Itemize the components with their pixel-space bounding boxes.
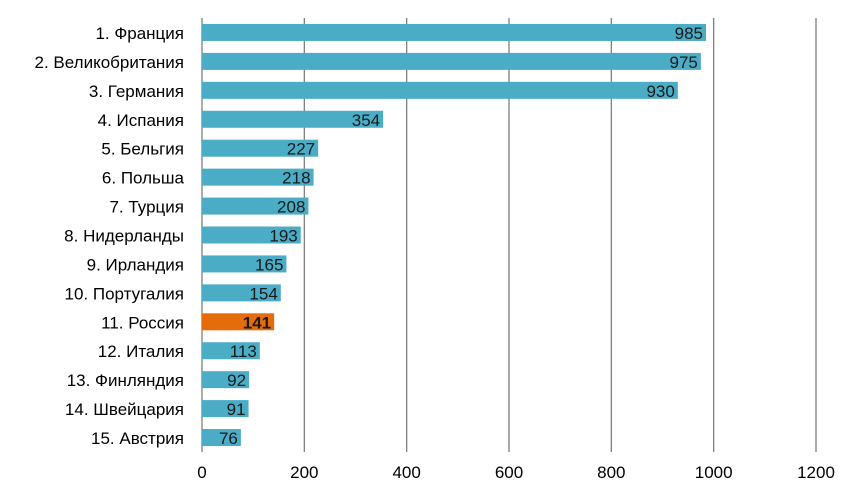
data-label: 985	[675, 24, 703, 43]
bar	[202, 197, 309, 215]
bar	[202, 400, 249, 418]
category-label: 12. Италия	[98, 342, 184, 361]
x-tick-label: 800	[597, 463, 625, 482]
data-label: 218	[282, 169, 310, 188]
category-label: 9. Ирландия	[87, 255, 184, 274]
bar	[202, 255, 287, 273]
data-label: 193	[269, 227, 297, 246]
category-label: 4. Испания	[98, 111, 184, 130]
bar	[202, 371, 250, 389]
bar	[202, 313, 275, 331]
bar	[202, 429, 241, 447]
x-tick-label: 400	[392, 463, 420, 482]
category-label: 10. Португалия	[65, 284, 185, 303]
data-label: 92	[227, 371, 246, 390]
category-label: 3. Германия	[89, 82, 184, 101]
x-axis-tick-labels: 0 200 400 600 800 1000 1200	[197, 463, 835, 482]
data-label: 208	[277, 198, 305, 217]
bar	[202, 23, 706, 41]
x-tick-label: 600	[495, 463, 523, 482]
data-label: 113	[230, 342, 257, 361]
data-label: 975	[670, 53, 698, 72]
x-tick-label: 1000	[695, 463, 733, 482]
category-label: 8. Нидерланды	[64, 227, 184, 246]
category-labels: 1. Франция 2. Великобритания 3. Германия 4.…	[35, 24, 185, 448]
category-label: 1. Франция	[95, 24, 184, 43]
bar	[202, 52, 701, 70]
data-label: 91	[227, 400, 246, 419]
bar	[202, 81, 678, 99]
category-label: 14. Швейцария	[65, 400, 184, 419]
category-label: 7. Турция	[109, 198, 184, 217]
bar	[202, 226, 301, 244]
category-label: 13. Финляндия	[67, 371, 184, 390]
data-label: 354	[352, 111, 380, 130]
x-tick-label: 0	[197, 463, 206, 482]
data-label: 165	[255, 255, 283, 274]
data-label: 141	[243, 313, 271, 332]
bar	[202, 110, 384, 128]
bar	[202, 342, 260, 360]
category-label: 11. Россия	[101, 313, 184, 332]
bars: 985 975 930 354 227 218 208 193 165 154 141 113 92 91…	[202, 23, 706, 448]
bar	[202, 139, 319, 157]
category-label: 15. Австрия	[91, 429, 184, 448]
x-tick-label: 1200	[797, 463, 835, 482]
data-label: 154	[249, 284, 277, 303]
data-label: 227	[287, 140, 315, 159]
category-label: 2. Великобритания	[35, 53, 184, 72]
data-label: 76	[219, 429, 238, 448]
category-label: 5. Бельгия	[101, 140, 184, 159]
category-label: 6. Польша	[102, 169, 185, 188]
bar	[202, 168, 314, 186]
bar	[202, 284, 281, 302]
data-label: 930	[646, 82, 674, 101]
x-tick-label: 200	[290, 463, 318, 482]
